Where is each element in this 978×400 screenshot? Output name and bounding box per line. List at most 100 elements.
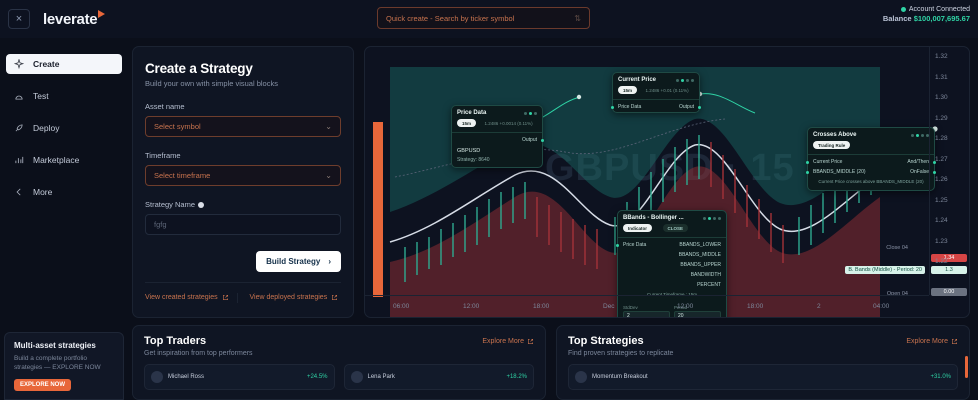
sidebar-item-test[interactable]: Test [6,86,122,106]
view-deployed-label: View deployed strategies [249,293,328,301]
price-tick: 1.22 [935,258,948,265]
quick-create-input[interactable]: Quick create - Search by ticker symbol ⇅ [377,7,590,29]
node-input-label: Current Price [813,159,843,165]
explore-now-button[interactable]: EXPLORE NOW [14,379,72,391]
account-status-text: Account Connected [908,6,970,13]
node-symbol: GBPUSD [457,148,481,154]
node-ports-row-2: BBANDS_MIDDLE [618,250,726,260]
node-type-pill: Trading Rule [813,141,851,149]
timeframe-select[interactable]: Select timeframe ⌄ [145,165,341,186]
node-ports-row-3: BBANDS_UPPER [618,260,726,270]
time-tick: Dec [603,303,615,310]
node-ports-row-1: Price Data BBANDS_LOWER [616,240,726,250]
strategy-name-label: Strategy Name [145,200,341,209]
view-deployed-strategies-link[interactable]: View deployed strategies [236,292,342,303]
multi-asset-subtitle: Build a complete portfolio strategies — … [14,354,101,372]
port-dot-icon[interactable] [611,106,614,109]
period-label: Period [674,304,688,310]
node-description: Current Price crosses above BBANDS_MIDDL… [818,179,924,184]
time-tick: 18:00 [747,303,764,310]
price-tick: 1.27 [935,155,948,163]
list-item[interactable]: Michael Ross +24.5% [144,364,335,390]
node-crosses-above[interactable]: Crosses Above Trading Rule Current Price… [806,127,936,191]
node-actions-icon[interactable] [703,216,721,220]
node-output-label: BBANDS_UPPER [680,262,721,268]
node-actions-icon[interactable] [911,133,929,137]
sidebar-item-more[interactable]: More [6,182,122,202]
price-tick: 1.31 [935,73,948,81]
top-strategies-explore-more-link[interactable]: Explore More [906,337,958,345]
port-dot-icon[interactable] [933,161,936,164]
node-actions-icon[interactable] [676,78,694,82]
chart-bars-icon [14,155,24,165]
price-axis[interactable]: 1.32 1.31 1.30 1.29 1.28 1.27 1.26 1.25 … [929,47,969,295]
list-item[interactable]: Lena Park +18.2% [343,364,534,390]
asset-symbol-select[interactable]: Select symbol ⌄ [145,116,341,137]
list-item[interactable]: Momentum Breakout +31.0% [568,364,958,390]
view-created-label: View created strategies [145,293,218,301]
asset-symbol-value: Select symbol [154,122,201,131]
port-dot-icon[interactable] [541,139,544,142]
price-tick: 1.29 [935,114,948,122]
trader-name: Lena Park [367,374,395,380]
build-strategy-button[interactable]: Build Strategy › [256,251,341,272]
timeframe-value: Select timeframe [154,171,211,180]
time-tick: 2 [817,303,821,310]
strategy-chart-canvas[interactable]: GBPUSD · 15 [364,46,970,318]
node-header: Price Data [452,106,542,119]
sidebar-item-label: More [33,187,53,197]
port-dot-icon[interactable] [616,244,619,247]
last-price-tag: 1.34 [931,254,967,262]
chevron-left-icon [14,187,24,197]
external-link-icon [222,294,228,300]
main-content: Create a Strategy Build your own with si… [128,38,978,400]
top-strategies-subtitle: Find proven strategies to replicate [568,350,674,357]
scrollbar-thumb[interactable] [965,356,968,378]
node-price-data[interactable]: Price Data 15m 1.2486 +0.0014 (0.11%) Ou… [451,105,544,168]
node-actions-icon[interactable] [524,111,537,115]
top-traders-cards: Michael Ross +24.5% Lena Park +18.2% [144,364,534,390]
avatar [151,371,163,383]
divider [613,99,699,100]
period-value[interactable]: 20 [674,310,721,317]
top-traders-title: Top Traders [144,335,207,347]
divider [452,132,542,133]
stddev-param[interactable]: StdDev 2 [623,305,670,317]
strategy-name-placeholder: fgfg [154,220,167,229]
port-dot-icon[interactable] [806,171,809,174]
strategy-name-input[interactable]: fgfg [145,214,341,235]
bbands-price-tag: 1.3 [931,266,967,274]
node-pill-row: 15m 1.2486 +0.01 (0.11%) [613,86,699,97]
node-ports-row-2: BBANDS_MIDDLE (20) OnFalse [806,167,936,177]
strategy-return: +31.0% [930,374,951,380]
node-price-source-pill: CLOSE [662,224,689,232]
node-output-label: Output [678,104,694,110]
account-connected-row: Account Connected [883,5,970,14]
bbands-legend-label: B. Bands (Middle) - Period: 20 [845,266,925,274]
sidebar-item-create[interactable]: Create [6,54,122,74]
build-row: Build Strategy › [145,251,341,272]
sparkle-icon [14,59,24,69]
strategy-links: View created strategies View deployed st… [145,281,342,304]
node-quote-meta: 1.2486 +0.01 (0.11%) [645,87,689,93]
time-axis[interactable]: 06:00 12:00 18:00 Dec 12:00 18:00 2 04:0… [365,295,929,317]
port-dot-icon[interactable] [698,106,701,109]
node-timeframe-pill: 15m [457,119,477,127]
node-strategy-row: Strategy: 8640 [457,157,490,163]
stddev-value[interactable]: 2 [623,310,670,317]
view-created-strategies-link[interactable]: View created strategies [145,293,237,304]
node-current-price[interactable]: Current Price 15m 1.2486 +0.01 (0.11%) P… [611,72,701,113]
node-title: Current Price [618,77,657,83]
port-dot-icon[interactable] [806,161,809,164]
node-bollinger-bands[interactable]: BBands - Bollinger ... Indicator CLOSE P… [616,210,727,317]
sidebar-item-marketplace[interactable]: Marketplace [6,150,122,170]
sidebar-item-label: Deploy [33,123,60,133]
port-dot-icon[interactable] [933,171,936,174]
period-param[interactable]: Period 20 [674,304,721,317]
top-traders-explore-more-link[interactable]: Explore More [482,337,534,345]
close-button[interactable]: × [8,9,30,29]
price-tick: 1.24 [935,217,948,224]
info-icon[interactable] [198,201,205,208]
balance-label: Balance [882,14,912,24]
sidebar-item-deploy[interactable]: Deploy [6,118,122,138]
